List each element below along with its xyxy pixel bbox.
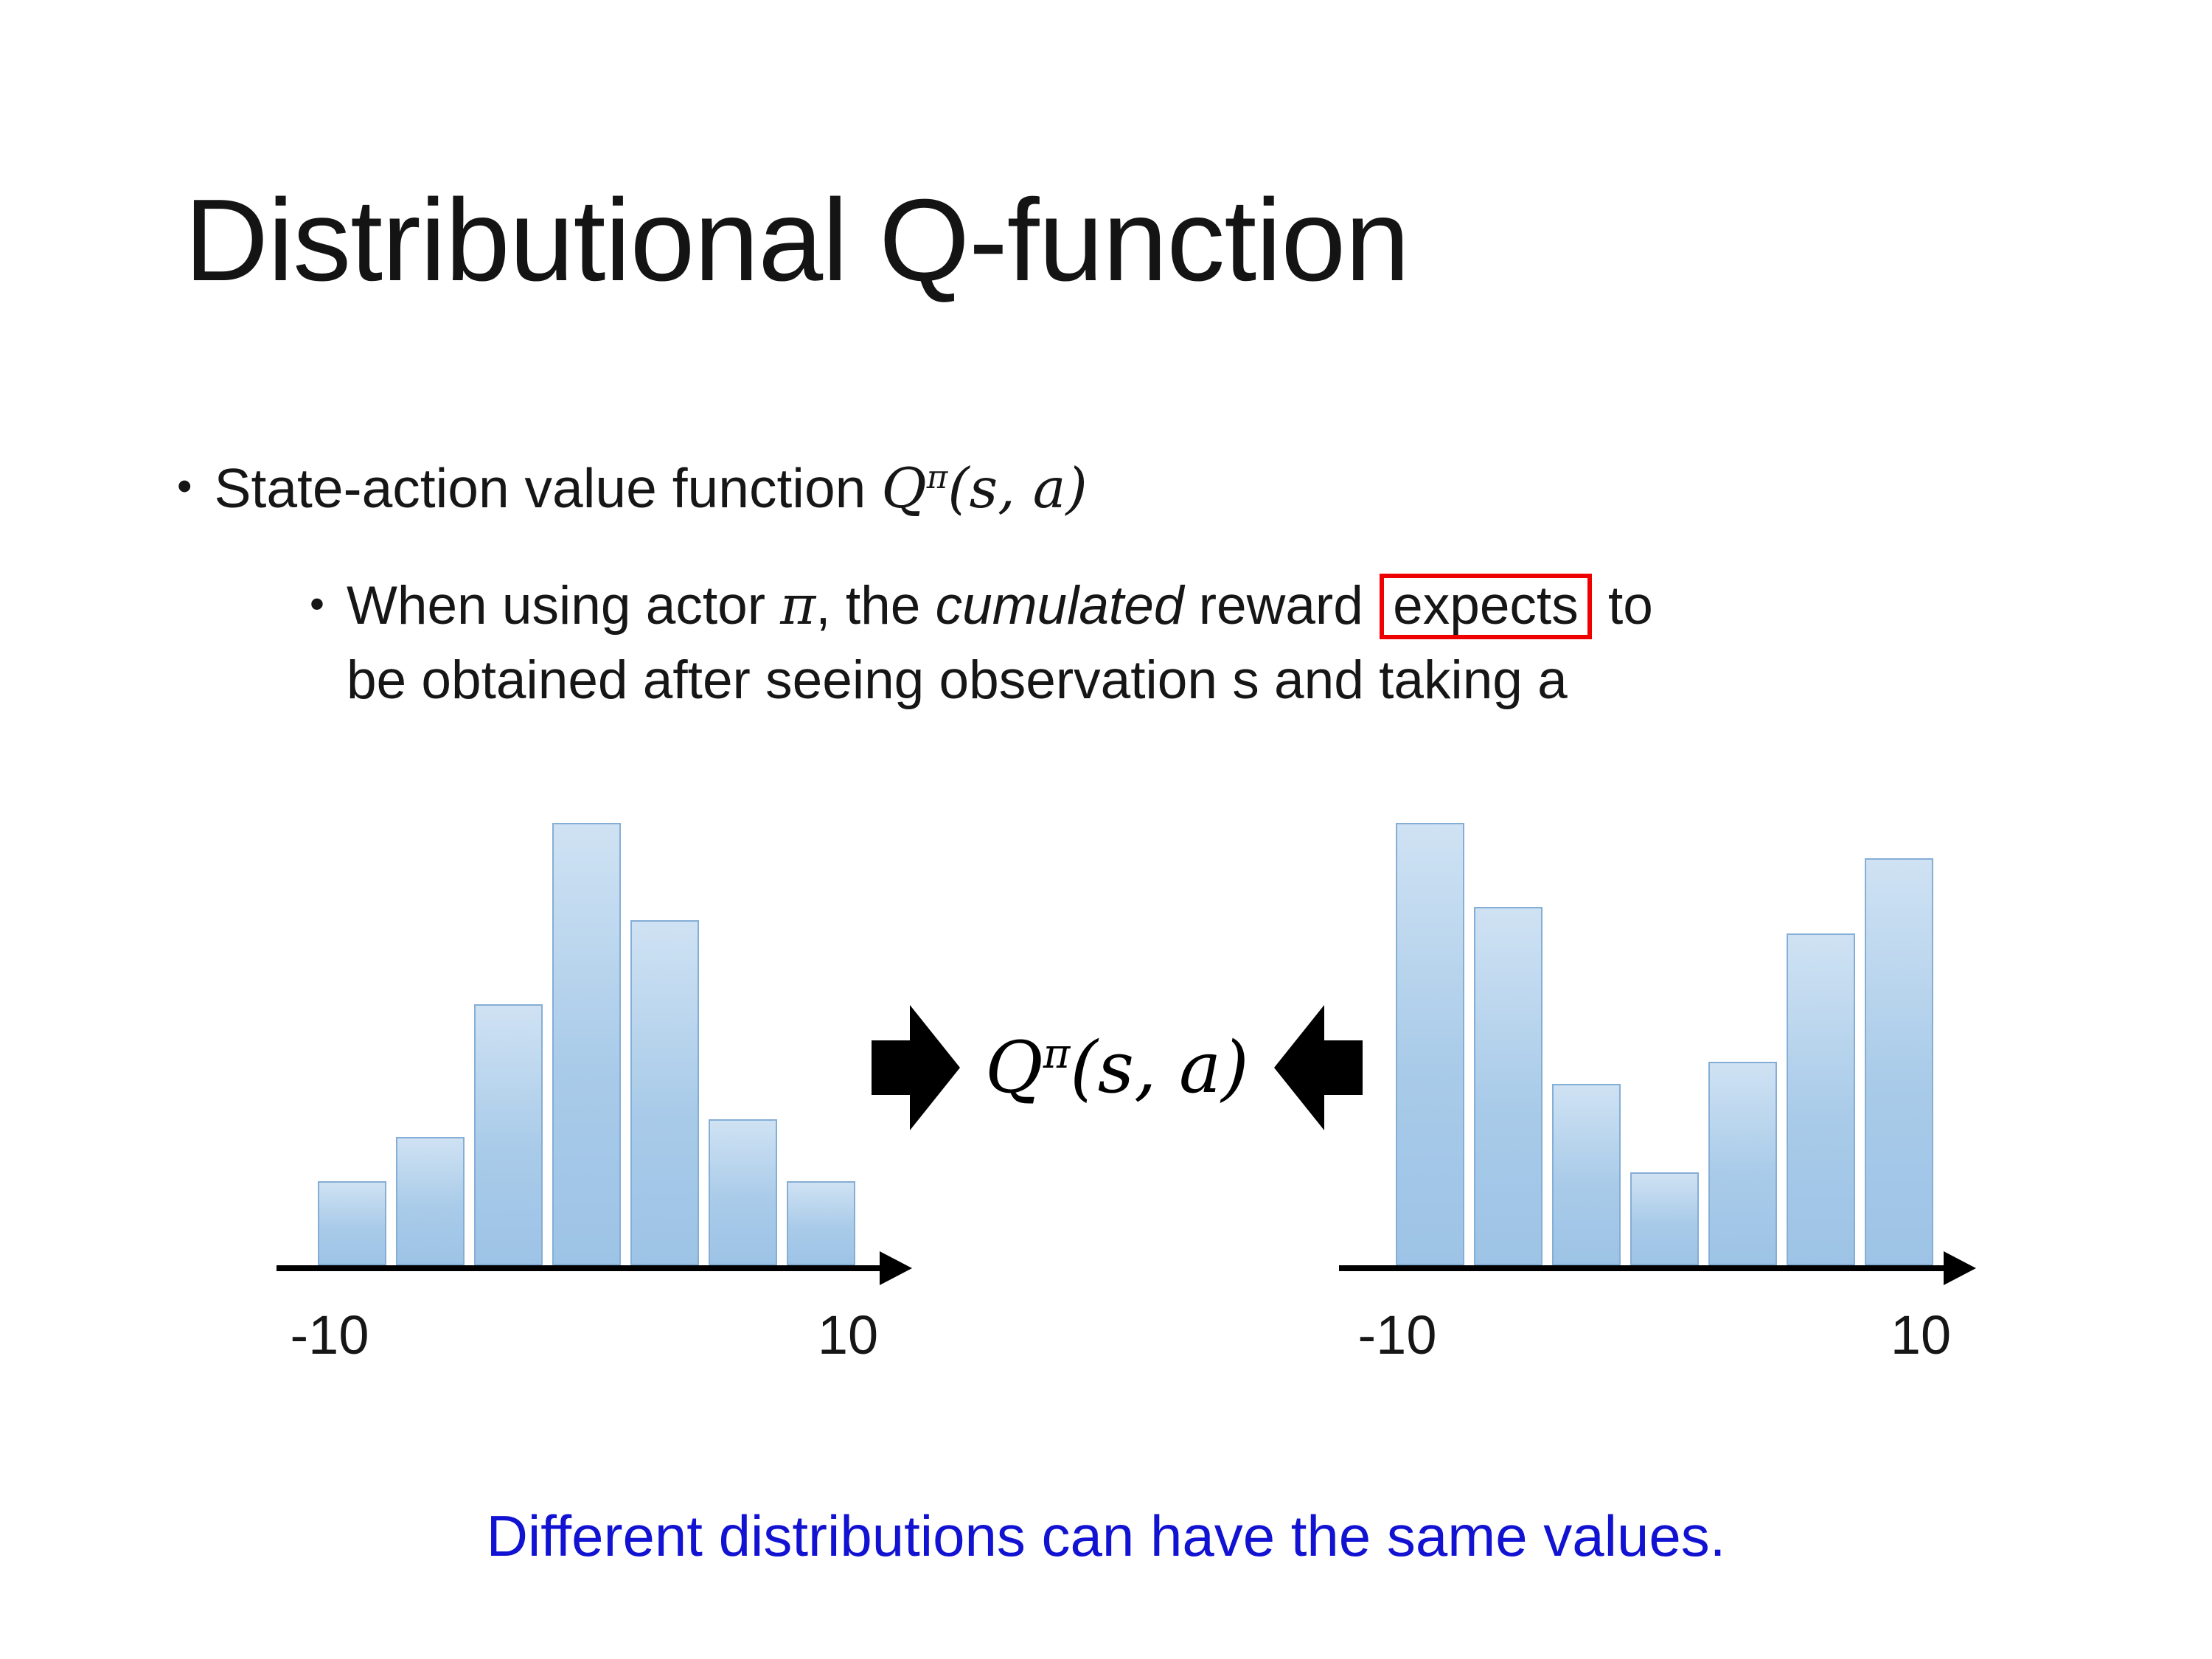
cumulated-italic: cumulated: [935, 576, 1184, 636]
formula-pi-superscript: π: [1043, 1030, 1071, 1078]
axis-label-left-min: -10: [290, 1304, 369, 1366]
axis-label-left-max: 10: [817, 1304, 879, 1366]
note-text: Different distributions can have the sam…: [486, 1503, 1726, 1568]
bullet-text: When using actor π, the cumulated reward…: [347, 569, 1653, 717]
bullet1-text: State-action value function: [214, 457, 882, 519]
histogram-bar: [1396, 823, 1464, 1265]
histogram-left: [318, 823, 855, 1265]
center-formula-group: Qπ(s, a): [872, 1004, 1363, 1131]
histogram-bar: [1474, 907, 1543, 1265]
bullet-item-sub: • When using actor π, the cumulated rewa…: [310, 569, 1653, 717]
histogram-bar: [1787, 933, 1855, 1265]
histogram-bar: [1708, 1062, 1777, 1265]
x-axis-right: [1339, 1265, 1945, 1271]
block-arrow-right-icon: [872, 1005, 960, 1130]
histogram-bar: [709, 1119, 777, 1265]
bullet2-part3: reward: [1183, 576, 1379, 636]
bullet2-part5: be obtained after seeing observation s a…: [346, 650, 1568, 710]
histogram-bar: [630, 920, 699, 1265]
histogram-bar: [474, 1004, 543, 1265]
formula-q: Q: [881, 456, 927, 521]
histogram-bar: [1865, 858, 1933, 1265]
bullet-text: State-action value function Qπ(s, a): [214, 456, 1087, 521]
slide-title: Distributional Q-function: [184, 175, 1410, 305]
bullet2-part4: to: [1593, 576, 1653, 636]
formula-args: (s, a): [947, 456, 1088, 521]
axis-label-right-max: 10: [1890, 1304, 1952, 1366]
bullet-marker: •: [177, 462, 192, 510]
x-axis-left: [276, 1265, 881, 1271]
q-formula-center: Qπ(s, a): [985, 1026, 1249, 1109]
formula-args: (s, a): [1070, 1026, 1249, 1109]
bullet-marker: •: [310, 580, 324, 627]
q-function-formula: Qπ(s, a): [881, 456, 1088, 521]
bullet2-part1: When using actor: [346, 576, 781, 636]
pi-symbol: π: [780, 574, 816, 637]
block-arrow-left-icon: [1273, 1005, 1363, 1130]
bullet-item-main: • State-action value function Qπ(s, a): [177, 456, 1088, 521]
histogram-bar: [1630, 1172, 1699, 1265]
histogram-right: [1396, 823, 1933, 1265]
axis-label-right-min: -10: [1357, 1304, 1437, 1366]
histogram-bar: [787, 1181, 855, 1265]
formula-pi-superscript: π: [926, 459, 948, 496]
histogram-bar: [552, 823, 621, 1265]
bullet2-part2: , the: [815, 576, 936, 636]
expects-highlight-box: expects: [1380, 574, 1592, 639]
histogram-bar: [1552, 1084, 1621, 1265]
histogram-bar: [318, 1181, 386, 1265]
formula-q: Q: [985, 1026, 1043, 1109]
histogram-bar: [396, 1137, 465, 1265]
